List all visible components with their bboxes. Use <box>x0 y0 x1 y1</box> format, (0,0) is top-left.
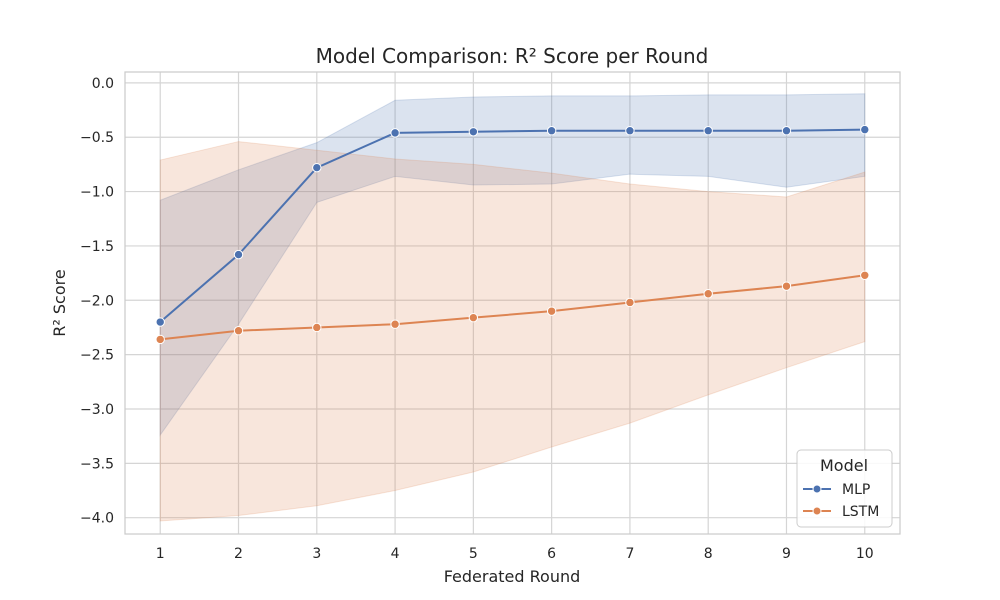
chart-title: Model Comparison: R² Score per Round <box>316 44 709 68</box>
grid <box>125 72 900 534</box>
legend-title: Model <box>820 456 868 475</box>
point-mlp <box>625 126 635 136</box>
x-tick-labels: 1 2 3 4 5 6 7 8 9 10 <box>156 546 874 562</box>
x-tick-label: 3 <box>312 546 321 562</box>
legend-box <box>796 449 893 528</box>
point-lstm <box>625 297 635 308</box>
x-tick-label: 7 <box>625 546 634 562</box>
confidence-bands <box>159 93 866 522</box>
y-tick-label: −1.0 <box>80 185 114 201</box>
point-mlp <box>468 127 479 137</box>
x-axis-label: Federated Round <box>444 567 581 586</box>
point-lstm <box>546 306 557 316</box>
legend-label-mlp: MLP <box>842 482 870 498</box>
y-tick-labels: 0.0 −0.5 −1.0 −1.5 −2.0 −2.5 −3.0 −3.5 −4.0 <box>80 76 114 527</box>
point-lstm <box>233 326 244 336</box>
plot-area <box>125 72 900 534</box>
point-mlp <box>155 317 165 327</box>
band-mlp <box>159 93 866 437</box>
x-tick-label: 4 <box>391 546 400 562</box>
x-tick-label: 6 <box>547 546 556 562</box>
y-tick-label: −0.5 <box>80 130 114 146</box>
point-lstm <box>860 270 870 280</box>
point-lstm <box>390 319 400 329</box>
y-tick-label: −3.5 <box>80 456 114 472</box>
x-tick-label: 8 <box>704 546 713 562</box>
point-lstm <box>703 289 713 299</box>
point-mlp <box>312 162 322 173</box>
band-lstm <box>159 141 866 522</box>
series-points <box>155 124 870 345</box>
x-tick-label: 5 <box>469 546 478 562</box>
legend: Model MLP LSTM <box>796 449 893 528</box>
point-mlp <box>781 126 792 136</box>
point-mlp <box>390 128 400 138</box>
legend-label-lstm: LSTM <box>842 504 879 520</box>
x-tick-label: 10 <box>856 546 874 562</box>
y-axis-label: R² Score <box>50 269 69 336</box>
y-tick-label: −2.0 <box>80 293 114 309</box>
point-mlp <box>233 249 244 260</box>
point-lstm <box>155 334 165 345</box>
y-tick-label: −1.5 <box>80 239 114 255</box>
y-tick-label: −3.0 <box>80 402 114 418</box>
y-tick-label: 0.0 <box>92 76 114 92</box>
y-tick-label: −2.5 <box>80 348 114 364</box>
plot-frame <box>124 71 901 535</box>
point-mlp <box>860 124 870 135</box>
legend-marker-mlp <box>812 484 822 494</box>
x-tick-label: 2 <box>234 546 243 562</box>
point-lstm <box>312 322 322 333</box>
point-mlp <box>546 126 557 136</box>
line-lstm <box>160 274 865 341</box>
point-lstm <box>781 281 792 291</box>
x-tick-label: 1 <box>156 546 165 562</box>
legend-marker-lstm <box>812 506 822 516</box>
x-tick-label: 9 <box>782 546 791 562</box>
point-mlp <box>703 126 713 136</box>
line-mlp <box>159 128 865 323</box>
series-lines <box>159 128 865 341</box>
point-lstm <box>468 312 479 323</box>
y-tick-label: −4.0 <box>80 511 114 527</box>
